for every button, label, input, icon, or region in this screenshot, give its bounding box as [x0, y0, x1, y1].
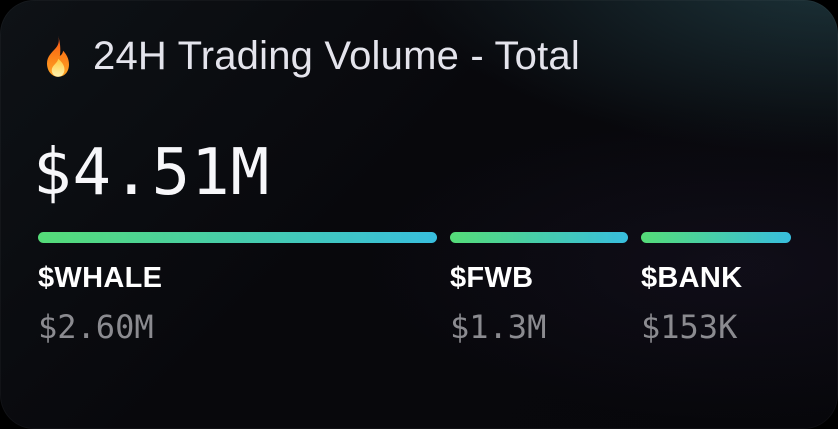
volume-bar-bank: [641, 232, 791, 243]
volume-segments: $WHALE $2.60M $FWB $1.3M $BANK $153K: [38, 232, 791, 346]
token-symbol: $WHALE: [38, 262, 163, 294]
card-title: 24H Trading Volume - Total: [93, 33, 580, 78]
segment-fwb: $FWB $1.3M: [450, 232, 628, 346]
token-symbol: $FWB: [450, 262, 534, 294]
segment-whale: $WHALE $2.60M: [38, 232, 437, 346]
card-header: 24H Trading Volume - Total: [38, 33, 580, 79]
token-value: $1.3M: [450, 308, 547, 346]
token-symbol: $BANK: [641, 262, 743, 294]
token-value: $2.60M: [38, 308, 154, 346]
segment-bank: $BANK $153K: [641, 232, 791, 346]
fire-icon: [38, 34, 78, 78]
token-value: $153K: [641, 308, 738, 346]
total-volume-value: $4.51M: [33, 136, 271, 210]
volume-bar-whale: [38, 232, 437, 243]
volume-bar-fwb: [450, 232, 628, 243]
